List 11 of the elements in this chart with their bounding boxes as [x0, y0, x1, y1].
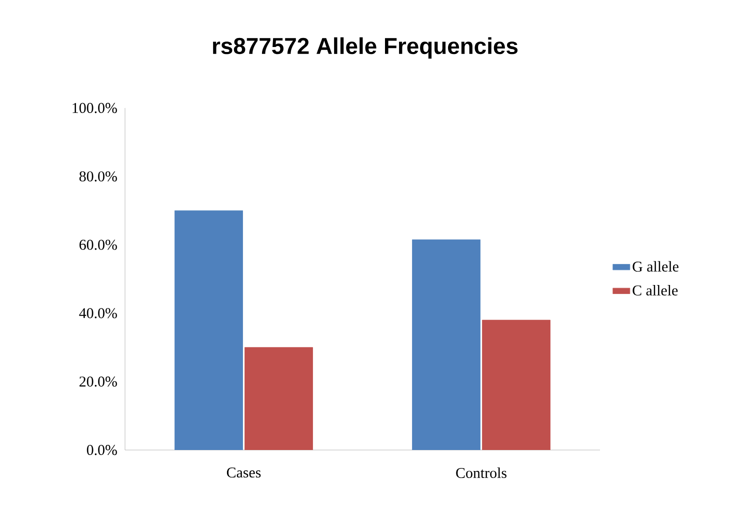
y-tick-label: 40.0%	[79, 308, 117, 318]
y-tick-label: 0.0%	[86, 444, 117, 456]
y-tick-label: 60.0%	[80, 240, 117, 250]
y-tick-label: 100.0%	[72, 102, 117, 114]
y-tick-label: 80.0%	[79, 171, 117, 182]
legend-label: G allele	[632, 261, 678, 272]
chart-title: rs877572 Allele Frequencies	[213, 37, 518, 59]
legend-label: C allele	[632, 285, 678, 296]
x-tick-label: Cases	[226, 468, 261, 478]
x-tick-label: Controls	[456, 468, 506, 478]
y-tick-label: 20.0%	[80, 376, 117, 387]
